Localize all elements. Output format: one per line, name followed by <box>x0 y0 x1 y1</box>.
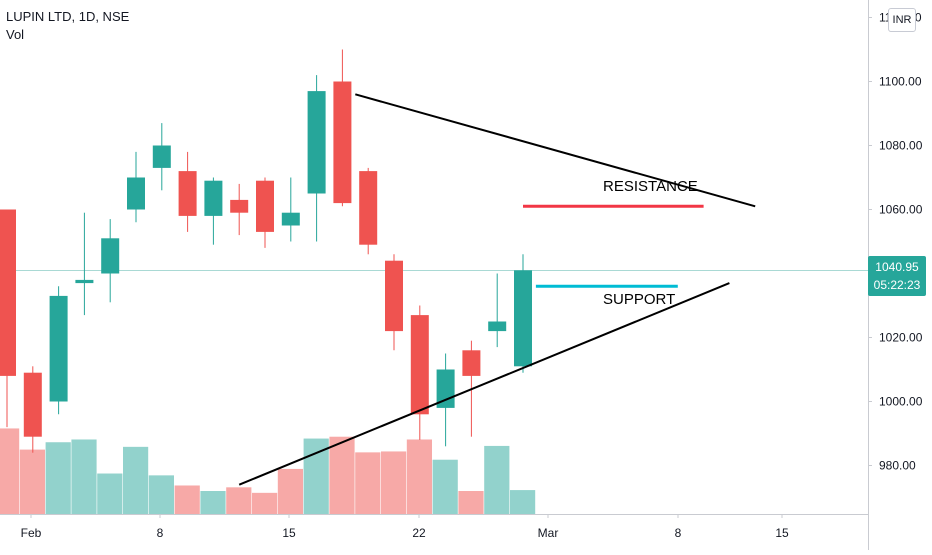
candle-body <box>462 350 481 376</box>
candle-body <box>307 91 326 194</box>
candle <box>256 177 274 248</box>
candle-body <box>152 145 171 168</box>
volume-bars <box>0 428 536 514</box>
time-tick-label: 8 <box>675 526 682 540</box>
time-tick-label: 15 <box>282 526 296 540</box>
candle <box>230 183 249 236</box>
candle <box>410 305 429 440</box>
candle-body <box>75 279 94 284</box>
candle <box>307 75 326 242</box>
time-tick-label: 8 <box>157 526 164 540</box>
volume-bar <box>0 428 20 514</box>
candle <box>178 151 197 232</box>
price-tick-label: 980.00 <box>879 459 916 473</box>
volume-bar <box>97 473 123 514</box>
bar-countdown: 05:22:23 <box>873 278 921 292</box>
candle <box>75 212 94 316</box>
candle-body <box>281 212 300 226</box>
candle <box>359 167 378 255</box>
volume-bar <box>174 485 200 514</box>
candle-body <box>178 171 197 216</box>
volume-bar <box>406 439 432 514</box>
volume-bar <box>510 490 536 514</box>
candle-body <box>256 180 274 232</box>
price-tick-label: 1000.00 <box>879 395 923 409</box>
candle <box>204 177 223 245</box>
volume-bar <box>277 468 303 514</box>
candle <box>127 151 145 223</box>
candle-body <box>49 295 68 402</box>
candle-body <box>101 238 120 274</box>
volume-bar <box>252 492 278 514</box>
annotations: RESISTANCE SUPPORT <box>238 93 756 486</box>
last-price-value: 1040.95 <box>875 260 919 274</box>
trendline <box>238 282 730 486</box>
candle <box>49 286 68 415</box>
volume-bar <box>148 475 174 514</box>
time-axis-bg <box>0 514 868 550</box>
candle-body <box>488 321 507 332</box>
candle <box>281 177 300 242</box>
resistance-label: RESISTANCE <box>603 178 698 195</box>
candle <box>385 254 403 351</box>
candle <box>152 123 171 191</box>
time-tick-label: 15 <box>775 526 789 540</box>
price-tick-label: 1100.00 <box>879 75 922 89</box>
volume-bar <box>226 487 252 514</box>
volume-bar <box>381 451 407 514</box>
volume-bar <box>484 445 510 514</box>
candle-body <box>359 171 378 245</box>
price-tick-label: 1020.00 <box>879 331 923 345</box>
candle-body <box>333 81 352 204</box>
volume-bar <box>45 442 71 514</box>
candle-body <box>410 315 429 415</box>
last-price-label: 1040.95 05:22:23 <box>868 256 926 296</box>
volume-bar <box>355 452 381 514</box>
volume-bar <box>329 436 355 514</box>
candle-body <box>204 180 223 216</box>
volume-bar <box>71 439 97 514</box>
candle-body <box>230 199 249 213</box>
time-tick-label: Feb <box>21 526 42 540</box>
volume-label[interactable]: Vol <box>6 27 25 42</box>
candle-body <box>514 270 532 367</box>
candle <box>514 254 532 373</box>
chart-legend: LUPIN LTD, 1D, NSE Vol <box>6 8 129 44</box>
currency-button[interactable]: INR <box>888 8 916 32</box>
volume-bar <box>432 459 458 514</box>
time-tick-label: 22 <box>412 526 426 540</box>
candle <box>333 49 352 207</box>
support-label: SUPPORT <box>603 291 675 308</box>
candle-body <box>0 209 16 376</box>
candle <box>0 209 16 428</box>
symbol-title[interactable]: LUPIN LTD, 1D, NSE <box>6 9 130 24</box>
price-tick-label: 1080.00 <box>879 139 923 153</box>
candle <box>23 366 42 453</box>
candle <box>101 219 120 303</box>
candle-body <box>127 177 145 210</box>
candle <box>488 273 507 348</box>
volume-bar <box>458 491 484 514</box>
volume-bar <box>200 491 226 514</box>
time-tick-label: Mar <box>538 526 559 540</box>
trendline <box>355 93 756 208</box>
candle-body <box>385 260 403 332</box>
candles <box>0 49 532 453</box>
candle-body <box>23 372 42 437</box>
volume-bar <box>19 449 45 514</box>
volume-bar <box>303 438 329 514</box>
volume-bar <box>123 446 149 514</box>
price-tick-label: 1060.00 <box>879 203 923 217</box>
